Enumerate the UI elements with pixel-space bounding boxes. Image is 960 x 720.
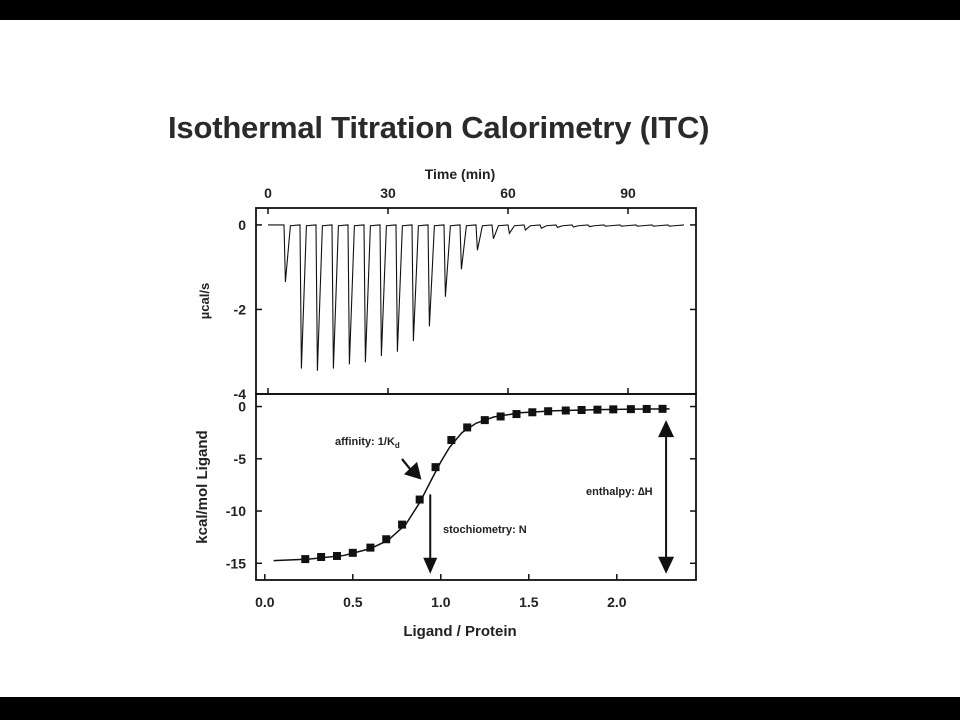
data-point-0 <box>301 555 310 564</box>
data-point-2 <box>332 551 341 560</box>
enthalpy-tick-label-1: -5 <box>234 451 247 467</box>
data-point-16 <box>561 406 570 415</box>
time-axis-ticks: 0 30 60 90 <box>264 185 636 394</box>
ratio-tick-label-0: 0.0 <box>255 594 275 610</box>
data-point-15 <box>544 407 553 416</box>
raw-heat-trace <box>268 224 685 371</box>
enthalpy-tick-label-2: -10 <box>226 503 246 519</box>
ratio-tick-label-1: 0.5 <box>343 594 363 610</box>
binding-isotherm-panel: 0.0 0.5 1.0 1.5 2.0 0 -5 -10 -15 Ligand / Prote… <box>194 393 697 640</box>
data-point-21 <box>642 404 651 413</box>
time-tick-label-0: 0 <box>264 185 272 201</box>
bottom-letterbox-bar <box>0 697 960 720</box>
data-point-17 <box>577 405 586 414</box>
ratio-tick-label-2: 1.0 <box>431 594 451 610</box>
heat-rate-axis-label: µcal/s <box>197 283 212 319</box>
ratio-tick-label-4: 2.0 <box>607 594 627 610</box>
time-tick-label-3: 90 <box>620 185 636 201</box>
enthalpy-arrow-head-bottom <box>658 556 675 574</box>
binding-isotherm-plot-frame <box>255 393 697 581</box>
affinity-arrow-head <box>403 461 422 480</box>
data-point-18 <box>593 405 602 414</box>
ratio-axis-label: Ligand / Protein <box>403 623 516 640</box>
enthalpy-annotation: enthalpy: ∆H <box>586 420 675 574</box>
stoichiometry-arrow-head <box>423 557 438 574</box>
heat-tick-label-0: 0 <box>238 217 246 233</box>
data-point-4 <box>366 543 375 552</box>
enthalpy-arrow-head-top <box>658 420 675 438</box>
data-point-9 <box>447 435 456 444</box>
enthalpy-tick-label-0: 0 <box>238 399 246 415</box>
data-point-20 <box>626 405 635 414</box>
time-axis-label: Time (min) <box>425 166 496 182</box>
affinity-label: affinity: 1/Kd <box>335 436 400 450</box>
figure-title: Isothermal Titration Calorimetry (ITC) <box>168 110 710 145</box>
top-letterbox-bar <box>0 0 960 20</box>
data-point-22 <box>658 404 667 413</box>
data-point-10 <box>463 423 472 432</box>
data-point-3 <box>348 548 357 557</box>
fit-curve <box>273 408 670 562</box>
raw-heat-panel: 0 30 60 90 0 -2 -4 Time (min) µcal/s <box>197 166 697 402</box>
affinity-label-text: affinity: 1/K <box>335 436 395 448</box>
data-points <box>301 404 667 564</box>
data-point-6 <box>398 520 407 529</box>
ratio-axis-ticks: 0.0 0.5 1.0 1.5 2.0 <box>255 574 627 610</box>
data-point-8 <box>431 463 440 472</box>
data-point-1 <box>317 553 326 562</box>
data-point-12 <box>496 412 505 421</box>
data-point-5 <box>382 535 391 544</box>
data-point-7 <box>415 495 424 504</box>
enthalpy-axis-label: kcal/mol Ligand <box>194 430 211 543</box>
stoichiometry-annotation: stochiometry: N <box>423 494 527 574</box>
affinity-annotation: affinity: 1/Kd <box>335 436 422 480</box>
enthalpy-label: enthalpy: ∆H <box>586 486 653 498</box>
heat-tick-label-1: -2 <box>234 301 247 317</box>
enthalpy-axis-ticks: 0 -5 -10 -15 <box>226 399 696 571</box>
affinity-label-subscript: d <box>395 441 400 450</box>
data-point-13 <box>512 410 521 419</box>
heat-rate-axis-ticks: 0 -2 -4 <box>234 217 696 402</box>
time-tick-label-1: 30 <box>380 185 396 201</box>
data-point-11 <box>480 416 489 425</box>
ratio-tick-label-3: 1.5 <box>519 594 539 610</box>
stoichiometry-label: stochiometry: N <box>443 524 527 536</box>
time-tick-label-2: 60 <box>500 185 516 201</box>
data-point-14 <box>528 408 537 417</box>
enthalpy-tick-label-3: -15 <box>226 555 246 571</box>
heat-tick-label-2: -4 <box>234 386 247 402</box>
data-point-19 <box>609 405 618 414</box>
